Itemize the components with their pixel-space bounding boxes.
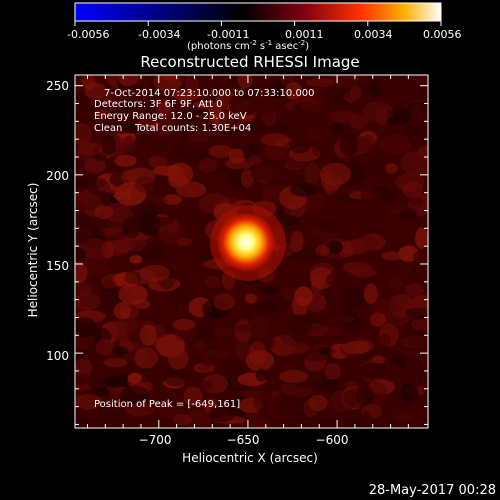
flare-source	[216, 212, 276, 272]
colorbar-tick-label: 0.0056	[423, 28, 462, 41]
x-axis-label: Heliocentric X (arcsec)	[182, 451, 318, 465]
y-tick-label: 250	[46, 79, 69, 93]
colorbar-units: (photons cm-2 s-1 asec-2)	[187, 39, 309, 52]
image-panel	[75, 75, 428, 428]
y-tick-label: 200	[46, 169, 69, 183]
colorbar-gradient	[74, 2, 442, 22]
colorbar: -0.0056 -0.0034 -0.0011 0.0011 0.0034 0.…	[67, 2, 462, 52]
colorbar-tick-label: 0.0011	[285, 28, 324, 41]
colorbar-tick-label: -0.0056	[67, 28, 109, 41]
colorbar-tick-label: -0.0011	[207, 28, 249, 41]
peak-position: Position of Peak = [-649,161]	[94, 399, 240, 410]
y-tick-label: 150	[46, 259, 69, 273]
info-time-range: 7-Oct-2014 07:23:10.000 to 07:33:10.000	[104, 88, 315, 99]
colorbar-tick-label: -0.0034	[138, 28, 180, 41]
x-tick-label: −600	[316, 433, 349, 447]
info-detectors: Detectors: 3F 6F 9F, Att 0	[94, 99, 222, 110]
colorbar-tick-label: 0.0034	[354, 28, 393, 41]
y-axis-label: Heliocentric Y (arcsec)	[26, 183, 40, 318]
chart-title: Reconstructed RHESSI Image	[140, 53, 359, 71]
axis-ticks	[75, 75, 428, 428]
info-clean: Clean Total counts: 1.30E+04	[94, 123, 251, 134]
x-tick-label: −700	[139, 433, 172, 447]
info-energy: Energy Range: 12.0 - 25.0 keV	[94, 111, 247, 122]
footer-date: 28-May-2017 00:28	[369, 483, 496, 498]
plot-frame	[74, 74, 429, 429]
x-tick-label: −650	[227, 433, 260, 447]
y-tick-label: 100	[46, 349, 69, 363]
